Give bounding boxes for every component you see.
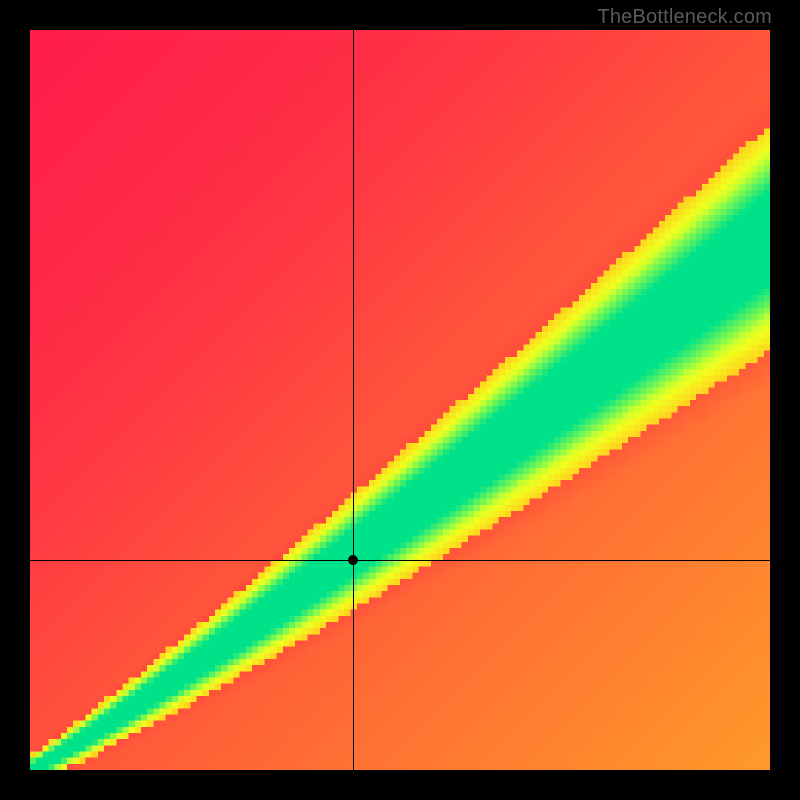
watermark-text: TheBottleneck.com: [597, 6, 772, 29]
marker-dot: [348, 555, 358, 565]
crosshair-vertical: [353, 30, 354, 770]
heatmap-plot: [30, 30, 770, 770]
crosshair-horizontal: [30, 560, 770, 561]
heatmap-canvas: [30, 30, 770, 770]
